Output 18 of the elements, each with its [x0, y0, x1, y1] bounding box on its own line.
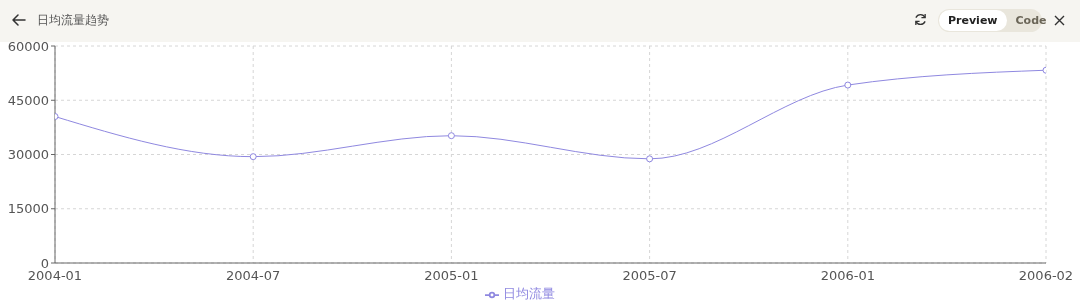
x-tick-label: 2004-07 — [226, 268, 281, 284]
x-tick-label: 2004-01 — [27, 268, 83, 284]
y-tick-label: 15000 — [7, 201, 49, 217]
text: Preview — [939, 10, 1007, 31]
point — [844, 81, 852, 89]
y-tick-label: 30000 — [7, 147, 49, 163]
x-tick-label: 2005-01 — [424, 268, 479, 284]
x-tick-label: 2005-07 — [622, 268, 677, 284]
chart-title: 日均流量趋势 — [37, 12, 109, 29]
x-tick-label: 2006-02 — [1018, 268, 1074, 284]
legend-label: 日均流量 — [503, 286, 555, 301]
point — [447, 132, 455, 140]
x-tick-label: 2006-01 — [820, 268, 875, 284]
y-tick-label: 45000 — [7, 92, 49, 108]
point — [646, 155, 654, 163]
point — [249, 153, 257, 161]
y-tick-label: 0 — [40, 255, 49, 271]
text: Code — [1014, 13, 1048, 29]
